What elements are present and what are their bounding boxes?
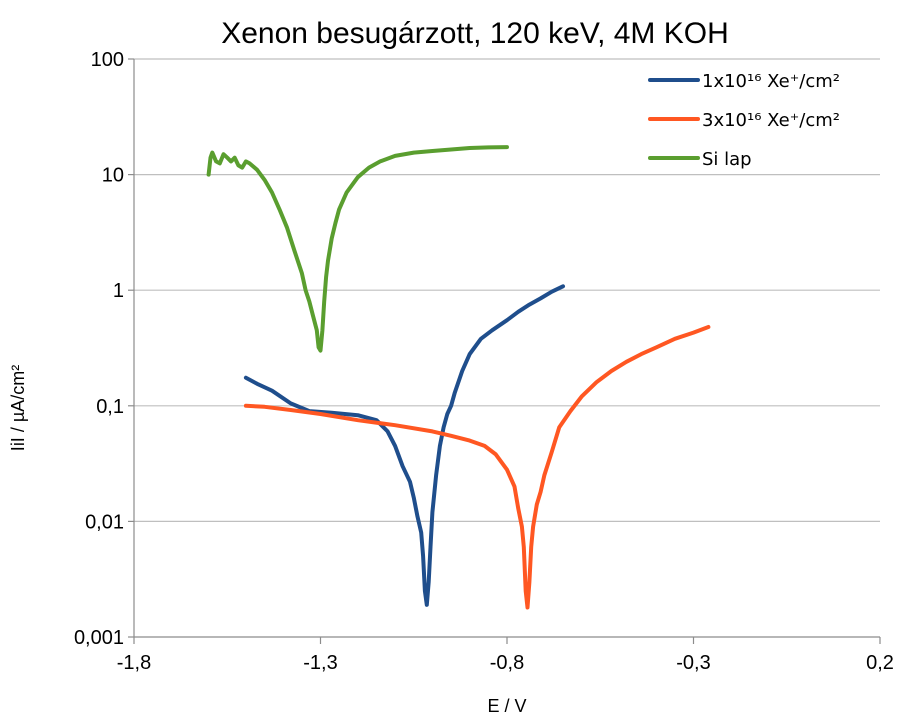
y-tick-label: 1 bbox=[113, 280, 124, 302]
legend-label: Si lap bbox=[702, 149, 752, 170]
y-tick-label: 10 bbox=[102, 165, 124, 187]
x-axis-title: E / V bbox=[487, 696, 526, 716]
x-tick-label: 0,2 bbox=[866, 652, 894, 674]
y-axis-title: IiI / µA/cm² bbox=[8, 365, 28, 451]
axes bbox=[128, 58, 881, 644]
legend-label: 3x10¹⁶ Xe⁺/cm² bbox=[702, 110, 840, 131]
x-tick-label: -0,8 bbox=[490, 652, 524, 674]
y-tick-label: 0,001 bbox=[74, 627, 124, 649]
series-line-2 bbox=[243, 325, 711, 610]
x-tick-label: -0,3 bbox=[676, 652, 710, 674]
chart-title: Xenon besugárzott, 120 keV, 4M KOH bbox=[221, 17, 729, 50]
plot-series bbox=[206, 145, 711, 610]
y-tick-label: 100 bbox=[91, 49, 124, 71]
legend: 1x10¹⁶ Xe⁺/cm² 3x10¹⁶ Xe⁺/cm² Si lap bbox=[648, 71, 840, 170]
x-tick-labels: -1,8 -1,3 -0,8 -0,3 0,2 bbox=[117, 652, 894, 674]
legend-label: 1x10¹⁶ Xe⁺/cm² bbox=[702, 71, 840, 92]
y-tick-label: 0,01 bbox=[85, 511, 124, 533]
y-tick-label: 0,1 bbox=[96, 396, 124, 418]
y-tick-labels: 0,001 0,01 0,1 1 10 100 bbox=[74, 49, 124, 649]
series-line-1 bbox=[243, 284, 565, 607]
x-tick-label: -1,8 bbox=[117, 652, 151, 674]
series-line-3 bbox=[206, 145, 509, 353]
x-tick-label: -1,3 bbox=[303, 652, 337, 674]
